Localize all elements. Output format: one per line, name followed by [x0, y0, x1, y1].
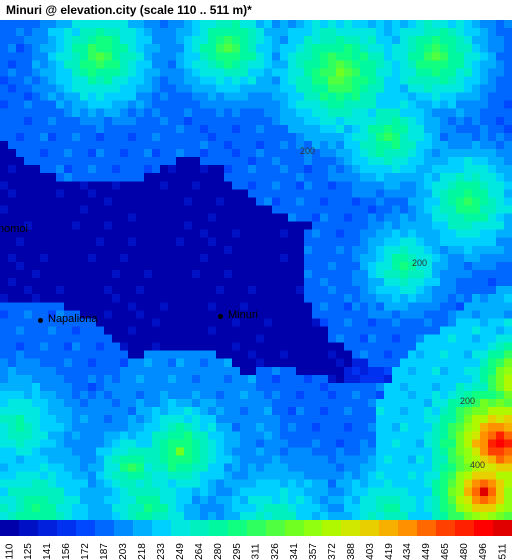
legend-swatch	[341, 520, 360, 536]
contour-label: 400	[470, 460, 485, 470]
legend-swatch	[266, 520, 285, 536]
legend-value: 341	[289, 543, 300, 560]
legend-swatch	[57, 520, 76, 536]
legend-cell: 388	[341, 520, 360, 560]
contour-label: 200	[412, 258, 427, 268]
legend-swatch	[171, 520, 190, 536]
legend-cell: 403	[360, 520, 379, 560]
legend-cell: 480	[455, 520, 474, 560]
legend-swatch	[0, 520, 19, 536]
legend-value: 465	[440, 543, 451, 560]
legend-cell: 141	[38, 520, 57, 560]
legend-cell: 218	[133, 520, 152, 560]
legend-value: 264	[194, 543, 205, 560]
legend-swatch	[398, 520, 417, 536]
color-legend: 110 125 141 156 172 187 203 218 233 249 264 280 295 3…	[0, 520, 512, 560]
city-dot	[38, 318, 43, 323]
legend-value: 233	[156, 543, 167, 560]
city-dot	[218, 314, 223, 319]
legend-value: 419	[383, 543, 394, 560]
legend-cell: 341	[285, 520, 304, 560]
legend-swatch	[228, 520, 247, 536]
legend-cell: 357	[304, 520, 323, 560]
legend-cell: 311	[247, 520, 266, 560]
legend-value: 141	[42, 543, 53, 560]
legend-value: 249	[175, 543, 186, 560]
legend-cell: 419	[379, 520, 398, 560]
contour-label: 200	[300, 146, 315, 156]
legend-cell: 187	[95, 520, 114, 560]
legend-value: 511	[497, 544, 508, 560]
legend-swatch	[190, 520, 209, 536]
legend-cell: 372	[322, 520, 341, 560]
legend-value: 357	[307, 543, 318, 560]
contour-label: 200	[460, 396, 475, 406]
legend-value: 403	[364, 543, 375, 560]
legend-value: 388	[345, 543, 356, 560]
legend-cell: 249	[171, 520, 190, 560]
legend-cell: 449	[417, 520, 436, 560]
legend-value: 449	[421, 543, 432, 560]
legend-cell: 326	[266, 520, 285, 560]
legend-value: 110	[4, 544, 15, 560]
legend-cell: 434	[398, 520, 417, 560]
legend-value: 187	[99, 543, 110, 560]
legend-value: 295	[232, 543, 243, 560]
legend-cell: 496	[474, 520, 493, 560]
legend-cell: 172	[76, 520, 95, 560]
legend-value: 372	[326, 543, 337, 560]
map-title: Minuri @ elevation.city (scale 110 .. 51…	[6, 3, 252, 17]
elevation-heatmap	[0, 20, 512, 520]
legend-value: 326	[270, 543, 281, 560]
legend-swatch	[247, 520, 266, 536]
legend-cell: 264	[190, 520, 209, 560]
legend-swatch	[133, 520, 152, 536]
legend-value: 125	[23, 543, 34, 560]
legend-swatch	[322, 520, 341, 536]
legend-swatch	[114, 520, 133, 536]
legend-swatch	[209, 520, 228, 536]
legend-swatch	[19, 520, 38, 536]
elevation-map-figure: { "title": "Minuri @ elevation.city (sca…	[0, 0, 512, 560]
city-label: Napaliona	[48, 313, 98, 325]
legend-cell: 465	[436, 520, 455, 560]
legend-value: 480	[459, 543, 470, 560]
legend-value: 280	[213, 543, 224, 560]
legend-cell: 295	[228, 520, 247, 560]
legend-swatch	[360, 520, 379, 536]
legend-cell: 511	[493, 520, 512, 560]
city-label: Minuri	[228, 309, 258, 321]
legend-swatch	[76, 520, 95, 536]
terrain-canvas	[0, 20, 512, 520]
legend-cell: 156	[57, 520, 76, 560]
legend-swatch	[417, 520, 436, 536]
legend-cell: 203	[114, 520, 133, 560]
legend-value: 172	[80, 543, 91, 560]
legend-swatch	[436, 520, 455, 536]
legend-value: 218	[137, 543, 148, 560]
legend-cell: 110	[0, 520, 19, 560]
legend-swatch	[474, 520, 493, 536]
legend-cell: 280	[209, 520, 228, 560]
legend-swatch	[304, 520, 323, 536]
legend-cell: 125	[19, 520, 38, 560]
legend-value: 156	[61, 543, 72, 560]
legend-swatch	[38, 520, 57, 536]
legend-value: 434	[402, 543, 413, 560]
legend-swatch	[95, 520, 114, 536]
legend-value: 496	[478, 543, 489, 560]
legend-swatch	[152, 520, 171, 536]
city-label: nomoi	[0, 223, 28, 235]
legend-swatch	[493, 520, 512, 536]
legend-swatch	[379, 520, 398, 536]
legend-value: 311	[251, 544, 262, 560]
legend-swatch	[285, 520, 304, 536]
legend-value: 203	[118, 543, 129, 560]
legend-cell: 233	[152, 520, 171, 560]
legend-swatch	[455, 520, 474, 536]
